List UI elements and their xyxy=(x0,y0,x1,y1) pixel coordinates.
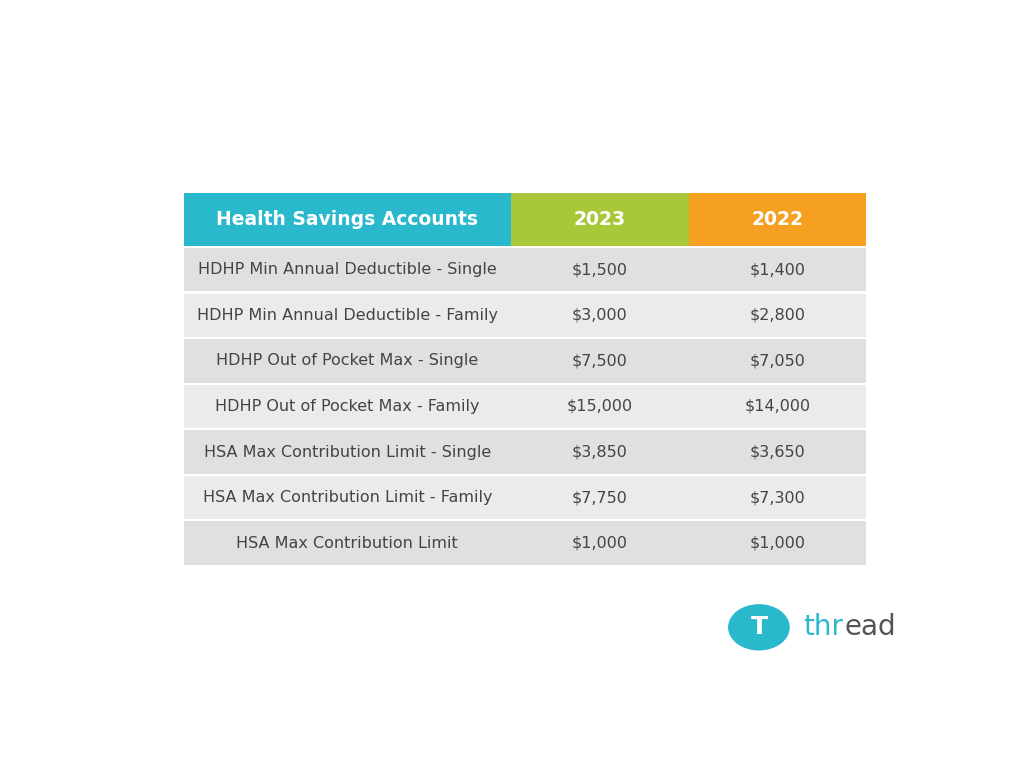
Text: T: T xyxy=(751,615,767,639)
FancyBboxPatch shape xyxy=(183,339,866,382)
FancyBboxPatch shape xyxy=(183,430,866,474)
Text: $3,850: $3,850 xyxy=(572,445,628,459)
Text: 2022: 2022 xyxy=(752,210,803,229)
FancyBboxPatch shape xyxy=(183,193,511,246)
Text: $3,650: $3,650 xyxy=(750,445,805,459)
FancyBboxPatch shape xyxy=(183,294,866,337)
Text: HSA Max Contribution Limit: HSA Max Contribution Limit xyxy=(237,535,458,551)
Text: HDHP Min Annual Deductible - Single: HDHP Min Annual Deductible - Single xyxy=(198,263,497,277)
Text: HDHP Out of Pocket Max - Family: HDHP Out of Pocket Max - Family xyxy=(215,399,479,414)
Text: HSA Max Contribution Limit - Family: HSA Max Contribution Limit - Family xyxy=(203,490,493,505)
FancyBboxPatch shape xyxy=(183,521,866,564)
Text: $1,000: $1,000 xyxy=(571,535,628,551)
Text: $14,000: $14,000 xyxy=(744,399,810,414)
Text: $15,000: $15,000 xyxy=(567,399,633,414)
FancyBboxPatch shape xyxy=(183,476,866,519)
Text: $1,400: $1,400 xyxy=(750,263,805,277)
Text: ead: ead xyxy=(845,614,896,641)
Text: Health Savings Accounts: Health Savings Accounts xyxy=(216,210,478,229)
FancyBboxPatch shape xyxy=(688,193,866,246)
Text: HDHP Out of Pocket Max - Single: HDHP Out of Pocket Max - Single xyxy=(216,353,478,369)
Text: HDHP Min Annual Deductible - Family: HDHP Min Annual Deductible - Family xyxy=(197,308,498,323)
Text: $1,500: $1,500 xyxy=(571,263,628,277)
Text: $1,000: $1,000 xyxy=(750,535,805,551)
Text: $3,000: $3,000 xyxy=(572,308,628,323)
Circle shape xyxy=(729,605,790,650)
FancyBboxPatch shape xyxy=(183,385,866,428)
FancyBboxPatch shape xyxy=(511,193,688,246)
Text: 2023: 2023 xyxy=(573,210,626,229)
Text: $7,050: $7,050 xyxy=(750,353,805,369)
Text: $7,500: $7,500 xyxy=(572,353,628,369)
Text: $2,800: $2,800 xyxy=(750,308,805,323)
FancyBboxPatch shape xyxy=(183,248,866,291)
Text: thr: thr xyxy=(804,614,844,641)
Text: $7,300: $7,300 xyxy=(750,490,805,505)
Text: $7,750: $7,750 xyxy=(572,490,628,505)
Text: HSA Max Contribution Limit - Single: HSA Max Contribution Limit - Single xyxy=(204,445,490,459)
